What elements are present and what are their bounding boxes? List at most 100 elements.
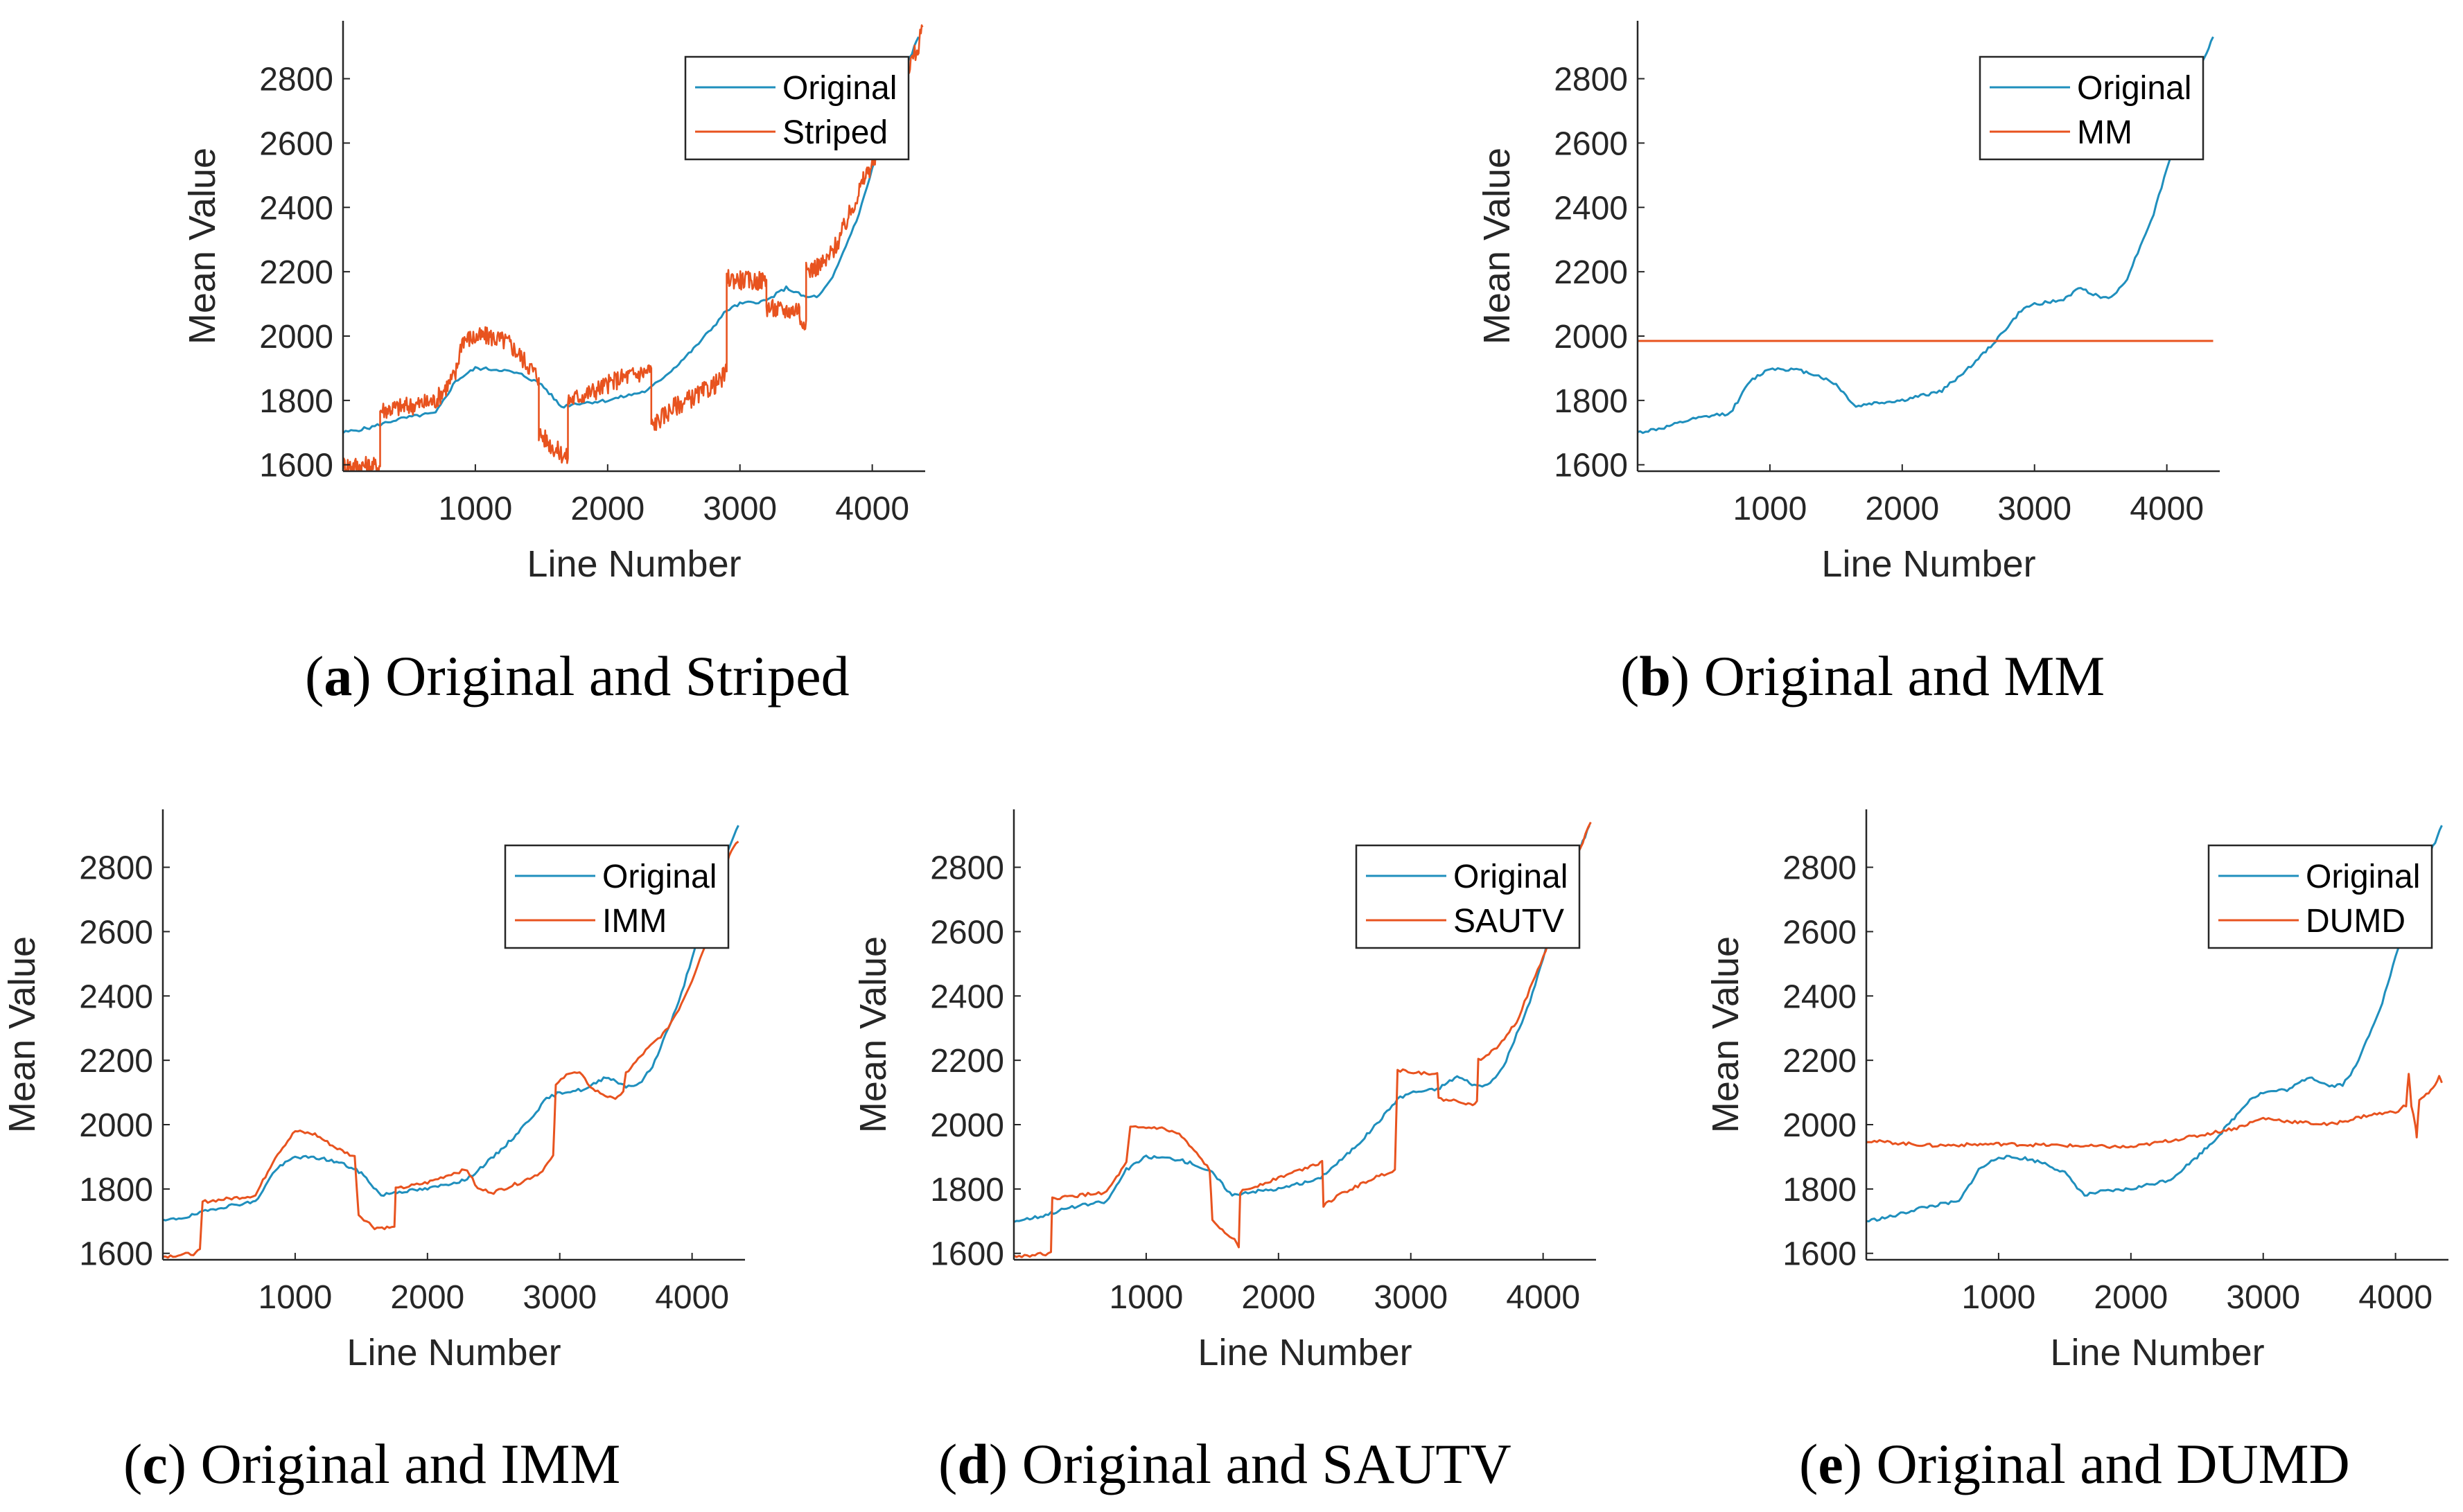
y-tick-label: 2200 [79,1043,153,1080]
x-axis-label: Line Number [1198,1332,1412,1373]
y-tick-label: 1800 [1554,383,1628,420]
chart-a: 1600 1800 2000 2200 2400 2600 2800 1000 2000 3000… [182,21,925,585]
legend-label-original: Original [2077,70,2191,107]
legend-box [1979,55,2205,161]
y-tick-label: 2800 [1782,850,1857,887]
legend-box [2207,844,2433,949]
series-line-dumd [1866,1073,2443,1149]
caption-b: (b) Original and MM [1620,644,2105,707]
y-tick-label: 2800 [1554,62,1628,98]
x-tick-label: 2000 [2094,1279,2168,1316]
series-line-original [1866,825,2443,1222]
x-tick-label: 3000 [1997,491,2071,527]
y-tick-label: 1800 [79,1172,153,1208]
x-tick-label: 4000 [655,1279,729,1316]
legend: Original DUMD [2207,844,2433,949]
legend-label-striped: Striped [782,114,888,151]
y-tick-label: 2800 [79,850,153,887]
legend-label-imm: IMM [602,903,667,940]
legend-label-original: Original [782,70,897,107]
y-axis-label: Mean Value [1705,936,1746,1133]
series-line-original [1638,36,2214,434]
y-tick-label: 2600 [1554,125,1628,162]
y-axis-label: Mean Value [182,148,223,344]
y-tick-label: 1600 [930,1236,1004,1273]
chart-d: 1600 1800 2000 2200 2400 2600 2800 1000 2000 3000… [852,809,1596,1373]
y-tick-label: 2400 [259,190,333,227]
x-tick-label: 4000 [1506,1279,1580,1316]
x-tick-label: 4000 [2358,1279,2433,1316]
y-tick-label: 2600 [930,914,1004,951]
panel-b: 1600 1800 2000 2200 2400 2600 2800 1000 2000 3000… [1476,15,2223,585]
chart-b: 1600 1800 2000 2200 2400 2600 2800 1000 2000 3000… [1476,21,2220,585]
y-tick-label: 1800 [930,1172,1004,1208]
caption-c-letter: c [142,1432,168,1495]
x-tick-label: 4000 [835,491,909,527]
legend-label-original: Original [602,859,717,895]
panel-d: 1600 1800 2000 2200 2400 2600 2800 1000 2000 3000… [852,804,1599,1373]
y-tick-label: 1600 [1554,448,1628,484]
x-axis-label: Line Number [1821,543,2035,585]
caption-a-letter: a [324,644,353,707]
y-tick-label: 2200 [1782,1043,1857,1080]
series-line-sautv [1014,821,1592,1258]
y-axis-label: Mean Value [1476,148,1518,344]
legend: Original Striped [684,55,910,161]
panel-e: 1600 1800 2000 2200 2400 2600 2800 1000 2000 3000… [1705,804,2452,1373]
series-line-imm [163,841,739,1259]
legend: Original IMM [504,844,730,949]
legend-label-original: Original [1453,859,1568,895]
x-tick-label: 2000 [570,491,645,527]
x-axis-label: Line Number [527,543,741,585]
y-axis-label: Mean Value [852,936,894,1133]
y-tick-label: 2600 [1782,914,1857,951]
legend: Original SAUTV [1355,844,1581,949]
y-axis-label: Mean Value [1,936,43,1133]
legend-label-dumd: DUMD [2306,903,2405,940]
y-tick-label: 1800 [259,383,333,420]
x-tick-label: 3000 [703,491,777,527]
y-tick-label: 2200 [259,254,333,291]
x-tick-label: 1000 [439,491,513,527]
y-tick-label: 2400 [930,978,1004,1015]
caption-a: (a) Original and Striped [305,644,850,707]
y-tick-label: 2000 [930,1107,1004,1144]
x-tick-label: 3000 [2226,1279,2300,1316]
caption-d-letter: d [957,1432,989,1495]
y-tick-label: 2000 [259,319,333,355]
x-tick-label: 3000 [1374,1279,1448,1316]
legend-box [684,55,910,161]
x-axis-label: Line Number [347,1332,561,1373]
series-line-original [163,825,739,1222]
y-tick-label: 1600 [1782,1236,1857,1273]
y-tick-label: 2200 [1554,254,1628,291]
y-tick-label: 2400 [1554,190,1628,227]
x-tick-label: 2000 [1241,1279,1315,1316]
caption-a-text: Original and Striped [385,644,850,707]
y-tick-label: 2600 [79,914,153,951]
x-tick-label: 2000 [1865,491,1939,527]
caption-e-text: Original and DUMD [1876,1432,2350,1495]
chart-c: 1600 1800 2000 2200 2400 2600 2800 1000 2000 3000… [1,809,745,1373]
x-tick-label: 4000 [2130,491,2204,527]
legend-box [1355,844,1581,949]
y-tick-label: 2400 [1782,978,1857,1015]
y-tick-label: 2200 [930,1043,1004,1080]
y-tick-label: 2400 [79,978,153,1015]
panel-a: 1600 1800 2000 2200 2400 2600 2800 1000 2000 3000… [182,15,929,585]
chart-e: 1600 1800 2000 2200 2400 2600 2800 1000 2000 3000… [1705,809,2448,1373]
y-tick-label: 2600 [259,125,333,162]
x-tick-label: 1000 [1110,1279,1184,1316]
series-line-original [1014,825,1590,1223]
y-tick-label: 2000 [79,1107,153,1144]
y-tick-label: 2800 [930,850,1004,887]
series-line-striped [343,24,924,471]
caption-b-text: Original and MM [1703,644,2105,707]
x-tick-label: 1000 [1733,491,1807,527]
y-tick-label: 2800 [259,62,333,98]
y-tick-label: 1600 [79,1236,153,1273]
caption-e-letter: e [1818,1432,1843,1495]
caption-b-letter: b [1639,644,1671,707]
legend: Original MM [1979,55,2205,161]
